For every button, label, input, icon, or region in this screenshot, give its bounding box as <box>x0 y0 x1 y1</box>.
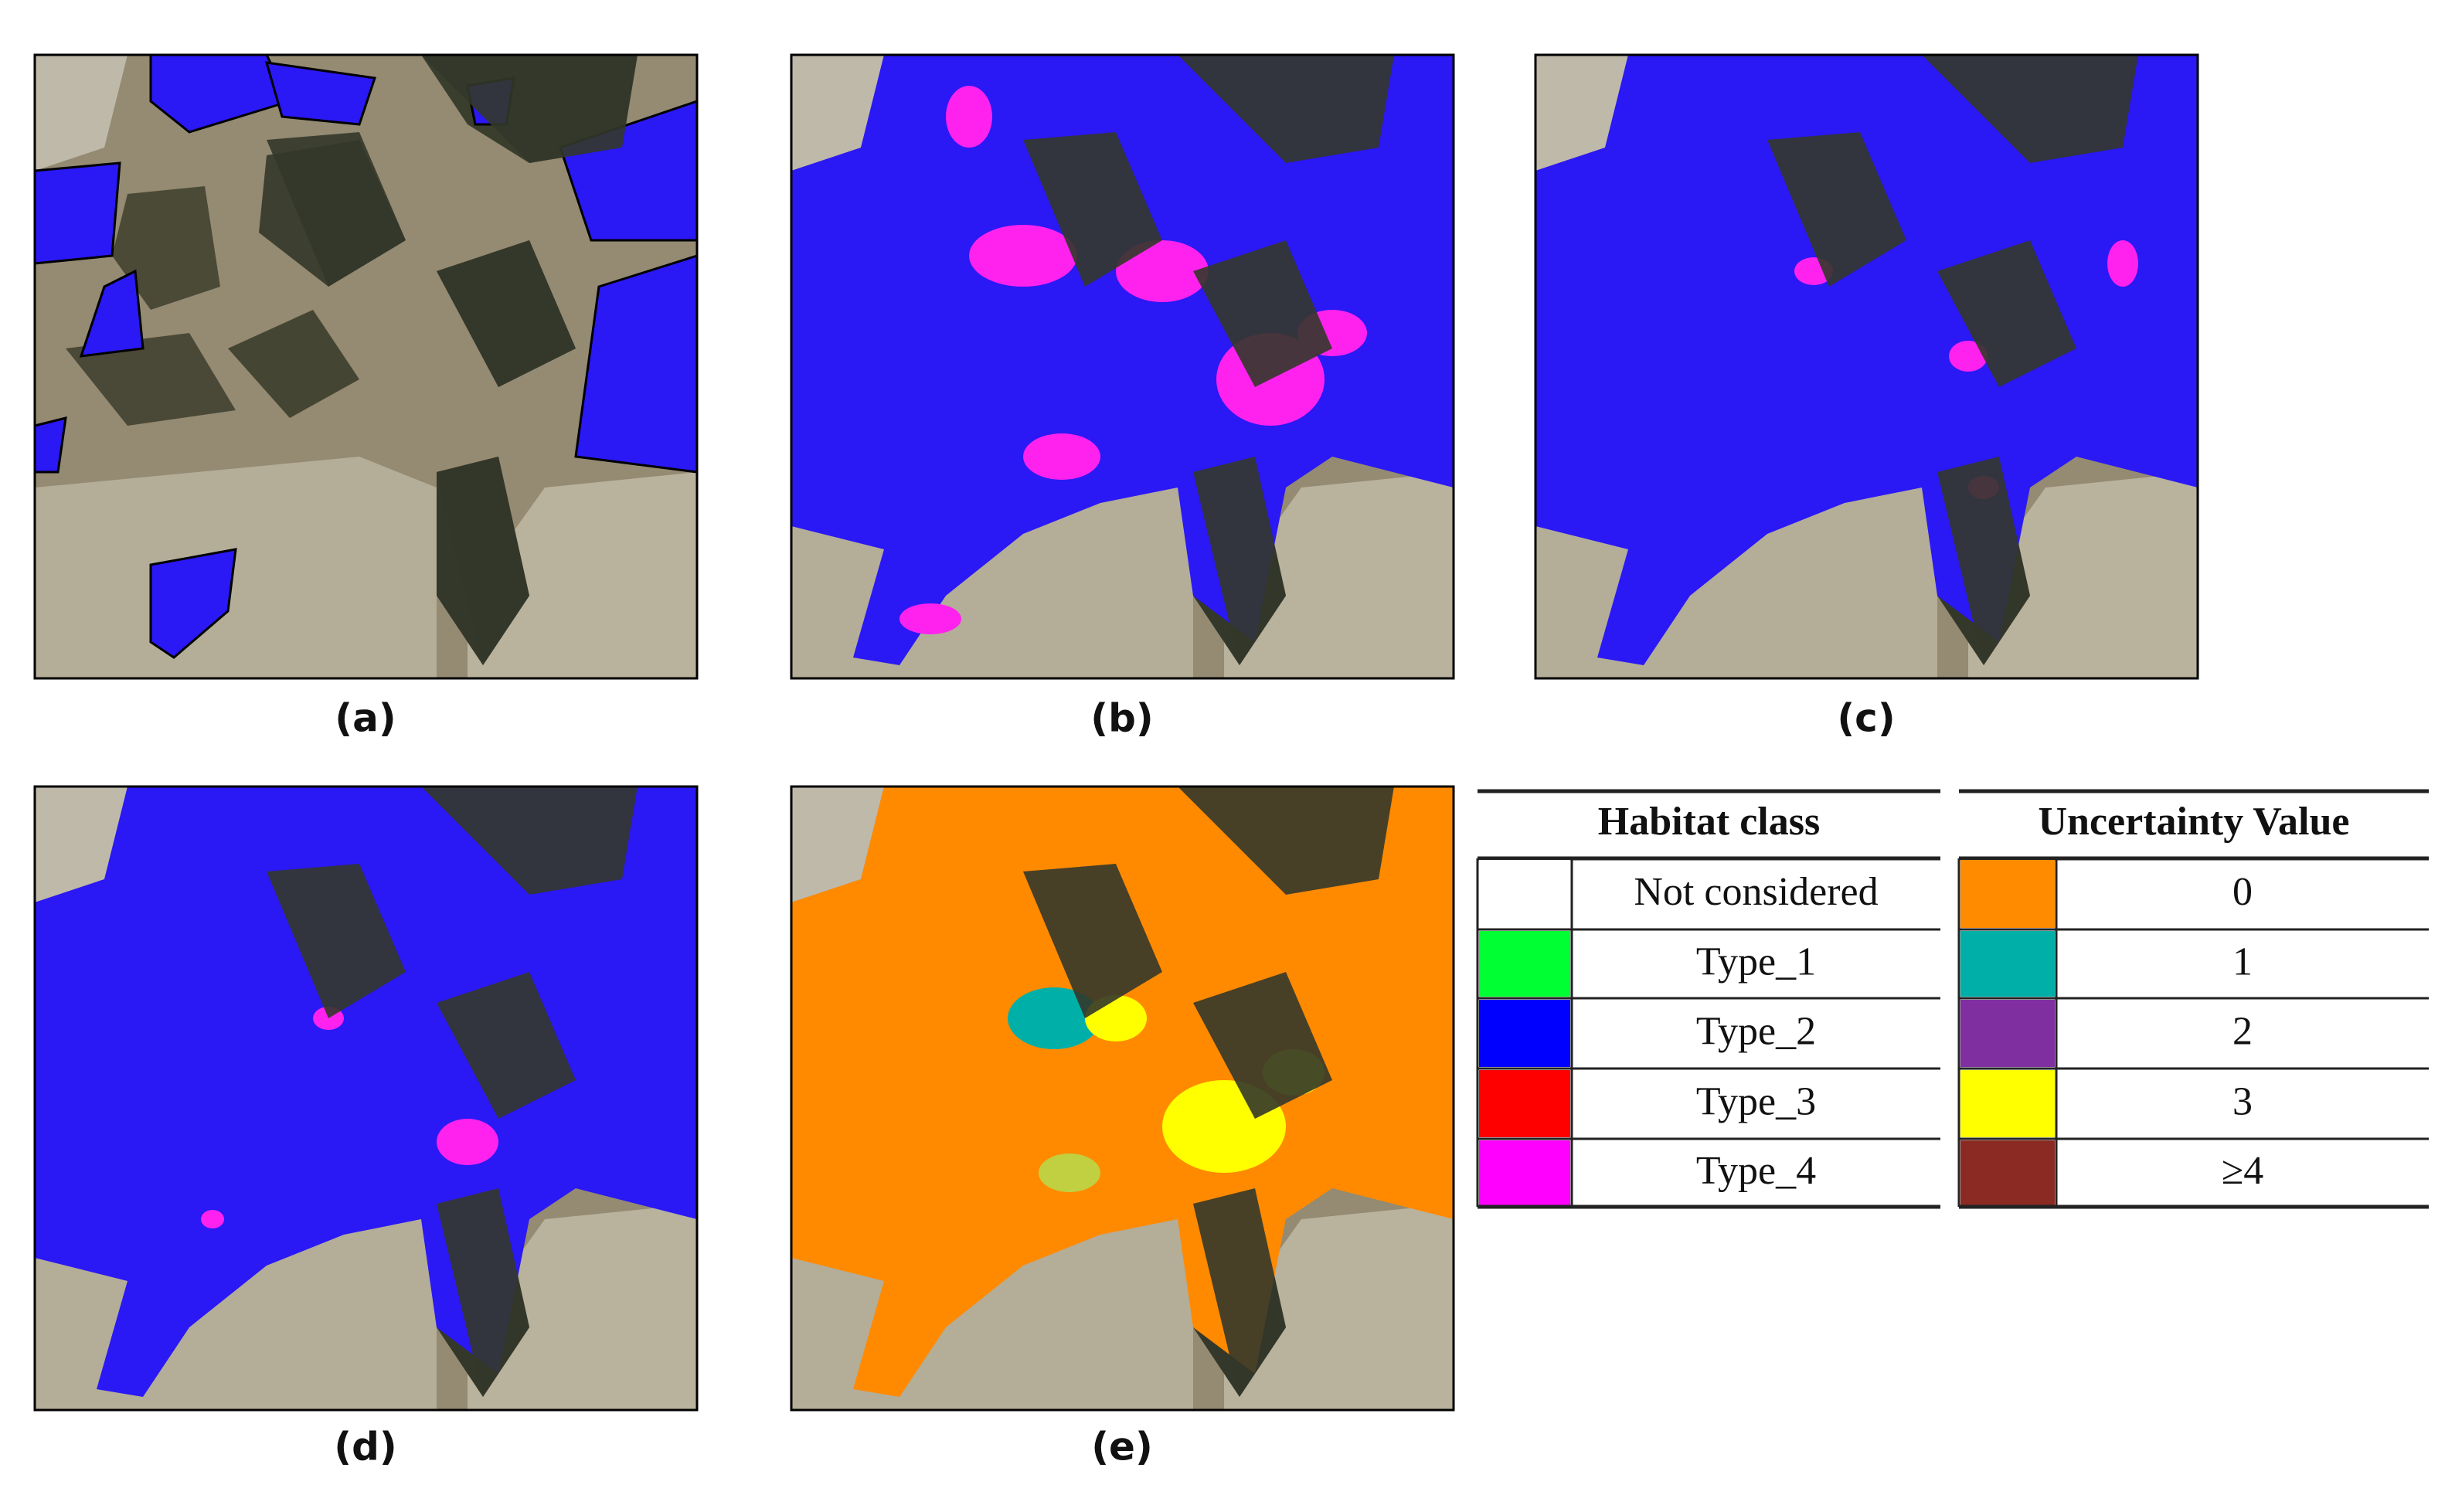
habitat-area <box>791 55 1454 665</box>
color-swatch <box>1479 1000 1570 1067</box>
color-swatch <box>1479 1070 1570 1137</box>
forest <box>1193 457 1286 665</box>
legend-label: ≥4 <box>2222 1149 2264 1193</box>
map-panel <box>33 785 699 1412</box>
panel-border <box>33 785 699 1412</box>
table-header: Habitat class <box>1598 800 1820 844</box>
forest <box>1193 240 1332 387</box>
panel-border <box>1534 53 2199 680</box>
panel-border <box>790 53 1455 680</box>
forest <box>1193 1188 1286 1397</box>
panel-border <box>33 53 699 680</box>
habitat-patch <box>1949 341 1988 372</box>
map-panel <box>790 53 1455 680</box>
forest <box>437 1188 529 1397</box>
legend-label: Not considered <box>1634 870 1878 914</box>
habitat-polygon <box>79 269 145 358</box>
habitat-patch <box>1023 433 1100 480</box>
forest <box>1023 132 1162 287</box>
forest <box>1937 457 2030 665</box>
forest <box>1937 240 2076 387</box>
map-panel <box>1534 53 2199 680</box>
forest <box>1922 55 2138 163</box>
habitat-patch <box>201 1210 224 1228</box>
color-swatch <box>1960 1140 2055 1205</box>
color-swatch <box>1960 860 2055 928</box>
legend-label: 2 <box>2232 1009 2253 1053</box>
forest <box>421 55 638 163</box>
forest <box>437 240 576 387</box>
panel-label: (a) <box>335 696 396 741</box>
habitat-area <box>1535 55 2198 665</box>
forest <box>1178 787 1394 895</box>
habitat-patch <box>969 225 1077 287</box>
color-swatch <box>1479 860 1570 928</box>
forest <box>267 132 406 287</box>
forest <box>421 787 638 895</box>
habitat-polygon <box>149 548 237 659</box>
habitat-polygon <box>264 61 376 126</box>
forest <box>437 972 576 1119</box>
panel-label: (e) <box>1091 1425 1153 1470</box>
legend-label: 0 <box>2232 870 2253 914</box>
table-header: Uncertainty Value <box>2039 800 2350 844</box>
legend-label: Type_2 <box>1696 1009 1816 1053</box>
map-panel <box>33 53 699 680</box>
color-swatch <box>1479 931 1570 997</box>
habitat-area <box>35 787 697 1397</box>
map-panel <box>790 785 1455 1412</box>
color-swatch <box>1960 1000 2055 1067</box>
panel-label: (d) <box>334 1425 397 1470</box>
panel-border <box>790 785 1455 1412</box>
color-swatch <box>1479 1140 1570 1205</box>
habitat-patch <box>899 603 961 634</box>
uncertainty-area <box>791 787 1454 1397</box>
legend-label: Type_3 <box>1696 1079 1816 1123</box>
legend-label: 1 <box>2232 939 2253 984</box>
habitat-patch <box>946 86 992 148</box>
habitat-patch <box>437 1119 498 1165</box>
forest <box>1767 132 1906 287</box>
color-swatch <box>1960 931 2055 997</box>
habitat-patch <box>1116 240 1209 302</box>
habitat-patch <box>2107 240 2138 287</box>
habitat-polygon <box>33 161 121 265</box>
forest <box>1178 55 1394 163</box>
legend-label: Type_1 <box>1696 939 1816 984</box>
color-swatch <box>1960 1070 2055 1137</box>
uncertainty-patch <box>1008 987 1100 1049</box>
legend-label: Type_4 <box>1696 1149 1816 1193</box>
panel-label: (c) <box>1837 696 1895 741</box>
panel-label: (b) <box>1090 696 1154 741</box>
uncertainty-patch <box>1039 1154 1100 1192</box>
forest <box>1023 864 1162 1018</box>
forest <box>267 864 406 1018</box>
legend-label: 3 <box>2232 1079 2253 1123</box>
forest <box>1193 972 1332 1119</box>
forest <box>437 457 529 665</box>
